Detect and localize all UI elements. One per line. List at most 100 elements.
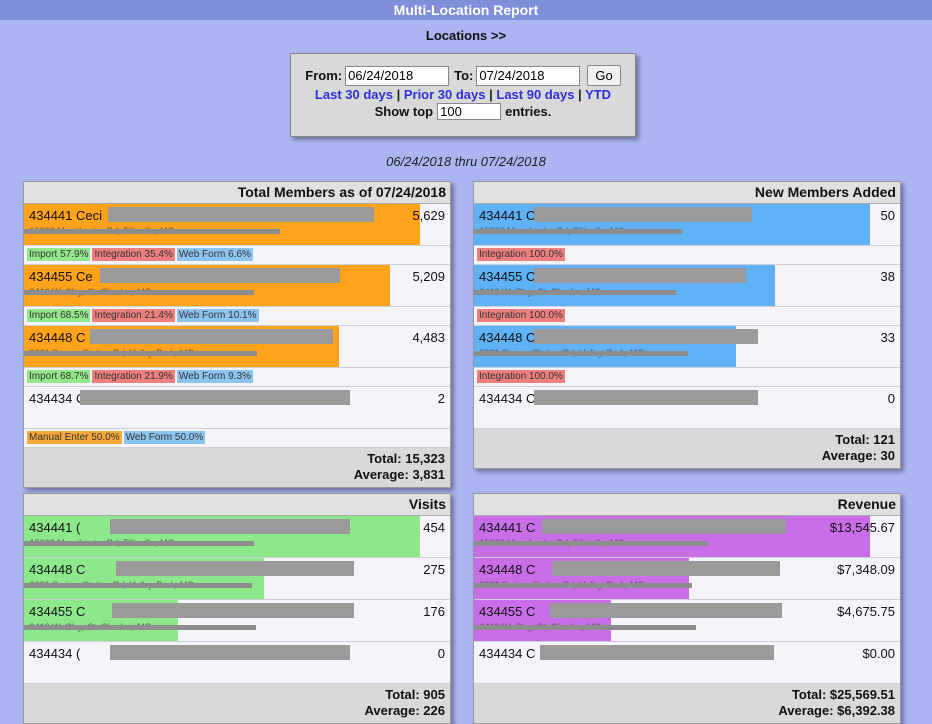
redaction-line xyxy=(474,351,688,356)
to-date-input[interactable] xyxy=(476,65,581,86)
panel-title: Revenue xyxy=(474,494,900,516)
location-row[interactable]: 434434 C $0.00 xyxy=(474,642,900,684)
location-row[interactable]: 434448 C4,4832001 Smizer Station Rd, Val… xyxy=(24,326,450,368)
location-row[interactable]: 434434 C 0 xyxy=(474,387,900,429)
source-tag-integration: Integration 100.0% xyxy=(477,309,565,322)
report-title: Multi-Location Report xyxy=(0,0,932,20)
source-tag-integration: Integration 35.4% xyxy=(92,248,175,261)
redaction-line xyxy=(474,625,696,630)
redaction-box xyxy=(552,561,780,576)
panel-title: New Members Added xyxy=(474,182,900,204)
source-tag-integration: Integration 100.0% xyxy=(477,370,565,383)
prior-30-days-link[interactable]: Prior 30 days xyxy=(403,87,486,102)
show-top-input[interactable] xyxy=(437,103,502,120)
location-row[interactable]: 434441 C$13,545.6715000 Manchester Rd, E… xyxy=(474,516,900,558)
panel-average: Average: $6,392.38 xyxy=(778,703,895,718)
location-name: 434441 C xyxy=(479,520,536,535)
location-row[interactable]: 434455 Ce5,2092410 W. Clay, St. Charles,… xyxy=(24,265,450,307)
location-row[interactable]: 434455 C382410 W. Clay, St. Charles, MO xyxy=(474,265,900,307)
source-tag-webform: Web Form 9.3% xyxy=(176,370,253,383)
source-breakdown: Integration 100.0% xyxy=(474,246,900,265)
source-tag-integration: Integration 100.0% xyxy=(477,248,565,261)
location-name: 434448 C xyxy=(479,330,536,345)
redaction-line xyxy=(24,583,252,588)
location-name: 434434 ( xyxy=(29,646,81,661)
location-row[interactable]: 434455 C$4,675.752410 W. Clay, St. Charl… xyxy=(474,600,900,642)
source-breakdown: Import 68.7% Integration 21.9% Web Form 9.… xyxy=(24,368,450,387)
location-value: 176 xyxy=(423,604,445,619)
show-top-label: Show top xyxy=(374,104,434,119)
location-name: 434434 C xyxy=(479,646,536,661)
quick-range-links: Last 30 days | Prior 30 days | Last 90 d… xyxy=(314,87,612,102)
redaction-line xyxy=(474,583,692,588)
to-label: To: xyxy=(454,68,474,83)
last-90-days-link[interactable]: Last 90 days xyxy=(496,87,575,102)
redaction-box xyxy=(110,519,350,534)
location-value: 38 xyxy=(880,269,895,284)
location-row[interactable]: 434434 C 2 xyxy=(24,387,450,429)
location-name: 434448 C xyxy=(29,562,86,577)
location-value: 50 xyxy=(880,208,895,223)
source-breakdown: Integration 100.0% xyxy=(474,368,900,387)
location-row[interactable]: 434448 C$7,348.092001 Smizer Station Rd,… xyxy=(474,558,900,600)
panel-average: Average: 3,831 xyxy=(353,467,445,482)
from-label: From: xyxy=(305,68,343,83)
location-name: 434455 C xyxy=(479,604,536,619)
location-value: 0 xyxy=(887,391,895,406)
redaction-line xyxy=(24,290,254,295)
last-30-days-link[interactable]: Last 30 days xyxy=(314,87,393,102)
go-button[interactable]: Go xyxy=(587,65,621,86)
redaction-box xyxy=(110,645,350,660)
location-name: 434455 Ce xyxy=(29,269,93,284)
location-row[interactable]: 434434 ( 0 xyxy=(24,642,450,684)
location-value: $4,675.75 xyxy=(837,604,895,619)
redaction-line xyxy=(24,541,254,546)
panel-total: Total: 121 xyxy=(835,432,895,447)
redaction-line xyxy=(24,351,257,356)
panel-footer: Total: 121 Average: 30 xyxy=(474,429,900,468)
redaction-box xyxy=(112,603,354,618)
redaction-box xyxy=(534,390,758,405)
location-row[interactable]: 434441 C5015000 Manchester Rd, Ellisvill… xyxy=(474,204,900,246)
redaction-box xyxy=(540,645,774,660)
location-value: $0.00 xyxy=(862,646,895,661)
location-row[interactable]: 434448 C2752001 Smizer Station Rd, Valle… xyxy=(24,558,450,600)
panel-title: Visits xyxy=(24,494,450,516)
location-value: 0 xyxy=(437,646,445,661)
locations-link[interactable]: Locations >> xyxy=(425,28,507,43)
location-value: 33 xyxy=(880,330,895,345)
source-tag-integration: Integration 21.4% xyxy=(92,309,175,322)
source-breakdown: Import 57.9% Integration 35.4% Web Form 6.… xyxy=(24,246,450,265)
panel-footer: Total: 15,323 Average: 3,831 xyxy=(24,448,450,487)
panel-average: Average: 226 xyxy=(364,703,445,718)
location-name: 434434 C xyxy=(479,391,536,406)
location-name: 434441 C xyxy=(479,208,536,223)
source-breakdown: Integration 100.0% xyxy=(474,307,900,326)
panel-total: Total: 15,323 xyxy=(367,451,445,466)
source-tag-import: Import 68.7% xyxy=(27,370,91,383)
location-name: 434441 ( xyxy=(29,520,81,535)
entries-label: entries. xyxy=(505,104,552,119)
location-row[interactable]: 434455 C1762410 W. Clay, St. Charles, MO xyxy=(24,600,450,642)
total-members-panel: Total Members as of 07/24/2018 434441 Cec… xyxy=(23,181,451,488)
source-tag-manual: Manual Enter 50.0% xyxy=(27,431,122,444)
ytd-link[interactable]: YTD xyxy=(585,87,612,102)
redaction-line xyxy=(474,229,682,234)
redaction-box xyxy=(534,268,746,283)
location-value: 5,209 xyxy=(412,269,445,284)
redaction-box xyxy=(534,207,752,222)
location-row[interactable]: 434448 C332001 Smizer Station Rd, Valley… xyxy=(474,326,900,368)
date-range-caption: 06/24/2018 thru 07/24/2018 xyxy=(386,154,546,169)
location-value: $7,348.09 xyxy=(837,562,895,577)
location-row[interactable]: 434441 (45415000 Manchester Rd, Ellisvil… xyxy=(24,516,450,558)
from-date-input[interactable] xyxy=(345,65,450,86)
location-value: 5,629 xyxy=(412,208,445,223)
panel-footer: Total: 905 Average: 226 xyxy=(24,684,450,723)
source-tag-import: Import 68.5% xyxy=(27,309,91,322)
date-filter-box: From: To: Go Last 30 days | Prior 30 day… xyxy=(290,53,636,137)
location-value: $13,545.67 xyxy=(829,520,895,535)
redaction-box xyxy=(116,561,354,576)
